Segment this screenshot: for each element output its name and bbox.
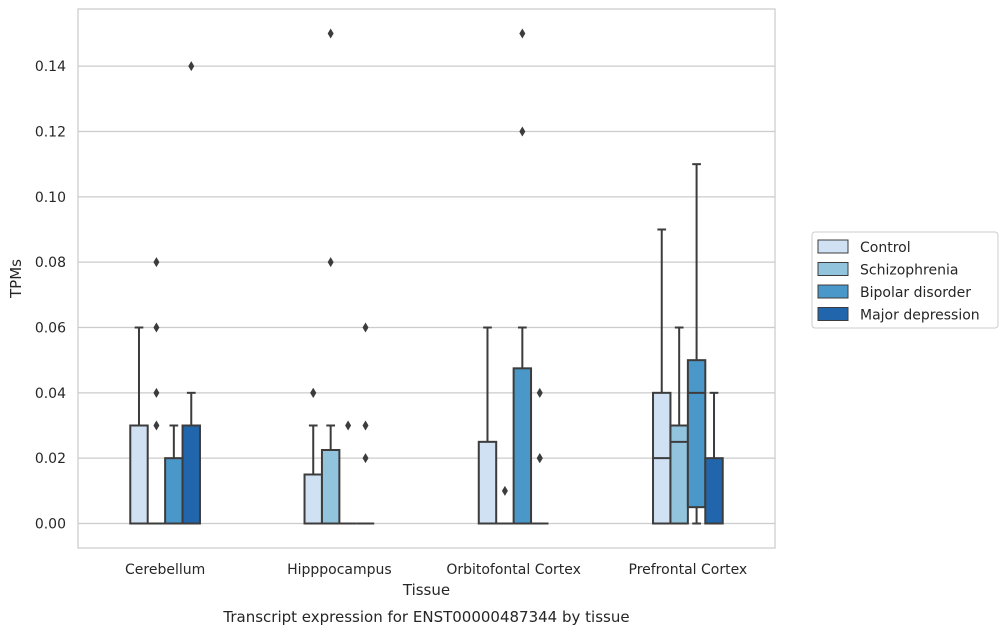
box-3-0 [652,228,672,525]
legend-swatch [817,262,849,276]
box-body [303,473,323,525]
y-tick-label-1: 0.02 [35,451,66,467]
legend-item-2: Bipolar disorder [817,284,971,301]
box-body [181,424,201,525]
outlier-point-1 [327,28,334,39]
x-tick-label-3: Prefrontal Cortex [629,562,748,578]
outlier-point-0 [188,61,195,72]
box-0-0 [129,326,149,525]
outlier-point-1 [536,453,543,464]
chart-caption: Transcript expression for ENST0000048734… [222,608,629,626]
legend-swatch [817,239,849,254]
box-body [686,359,707,509]
outlier-point-2 [362,322,369,333]
outlier-point-1 [310,387,317,398]
y-tick-label-3: 0.06 [35,321,66,337]
box-1-0 [303,387,323,525]
box-body [164,457,184,525]
box-1-3 [356,322,375,525]
box-1-1 [320,28,341,525]
legend-label: Bipolar disorder [860,285,971,301]
legend-label: Major depression [860,308,980,324]
legend-item-0: Control [817,239,911,256]
x-axis-title: Tissue [402,581,450,599]
outlier-point-0 [153,420,160,431]
box-3-2 [686,163,707,525]
y-axis-title: TPMs [7,259,25,299]
box-body [320,449,341,525]
y-tick-label-2: 0.04 [35,386,66,402]
outlier-point-0 [362,453,369,464]
box-1-2 [339,420,357,525]
y-tick-label-4: 0.08 [35,255,66,271]
box-3-1 [669,326,689,525]
outlier-point-1 [153,387,160,398]
y-tick-label-5: 0.10 [35,190,66,206]
outlier-point-3 [153,257,160,268]
box-2-3 [531,387,549,525]
box-0-1 [147,257,166,525]
legend: Control Schizophrenia Bipolar disorder Majo… [811,231,999,329]
box-body [477,440,498,525]
legend-label: Control [860,240,911,256]
box-0-3 [181,61,201,525]
box-3-3 [704,391,724,525]
x-tick-label-2: Orbitofontal Cortex [446,562,581,578]
box-body [669,424,689,525]
x-tick-label-0: Cerebellum [125,562,205,578]
box-2-1 [496,485,514,525]
y-tick-label-6: 0.12 [35,125,66,141]
plot-frame [77,8,776,549]
legend-item-1: Schizophrenia [817,262,958,279]
box-body [704,457,724,525]
box-body [512,367,533,525]
box-0-2 [164,424,184,525]
legend-item-3: Major depression [817,307,980,324]
legend-label: Schizophrenia [860,263,958,279]
box-2-2 [512,28,533,525]
box-plot-area [129,28,724,525]
y-tick-label-0: 0.00 [35,517,66,533]
y-tick-label-7: 0.14 [35,59,66,75]
box-body [129,424,149,525]
outlier-point-0 [345,420,352,431]
outlier-point-0 [519,126,526,137]
legend-frame [811,231,999,329]
outlier-point-0 [327,257,334,268]
x-tick-labels: Cerebellum Hipppocampus Orbitofontal Corte… [125,562,747,578]
outlier-point-2 [536,387,543,398]
x-tick-label-1: Hipppocampus [287,562,392,578]
legend-swatch [817,307,849,321]
outlier-point-1 [362,420,369,431]
y-tick-labels: 0.00 0.02 0.04 0.06 0.08 0.10 0.12 0.14 [35,59,66,532]
legend-swatch [817,284,849,299]
outlier-point-2 [153,322,160,333]
box-2-0 [477,326,498,525]
outlier-point-1 [519,28,526,39]
outlier-point-0 [501,485,508,496]
